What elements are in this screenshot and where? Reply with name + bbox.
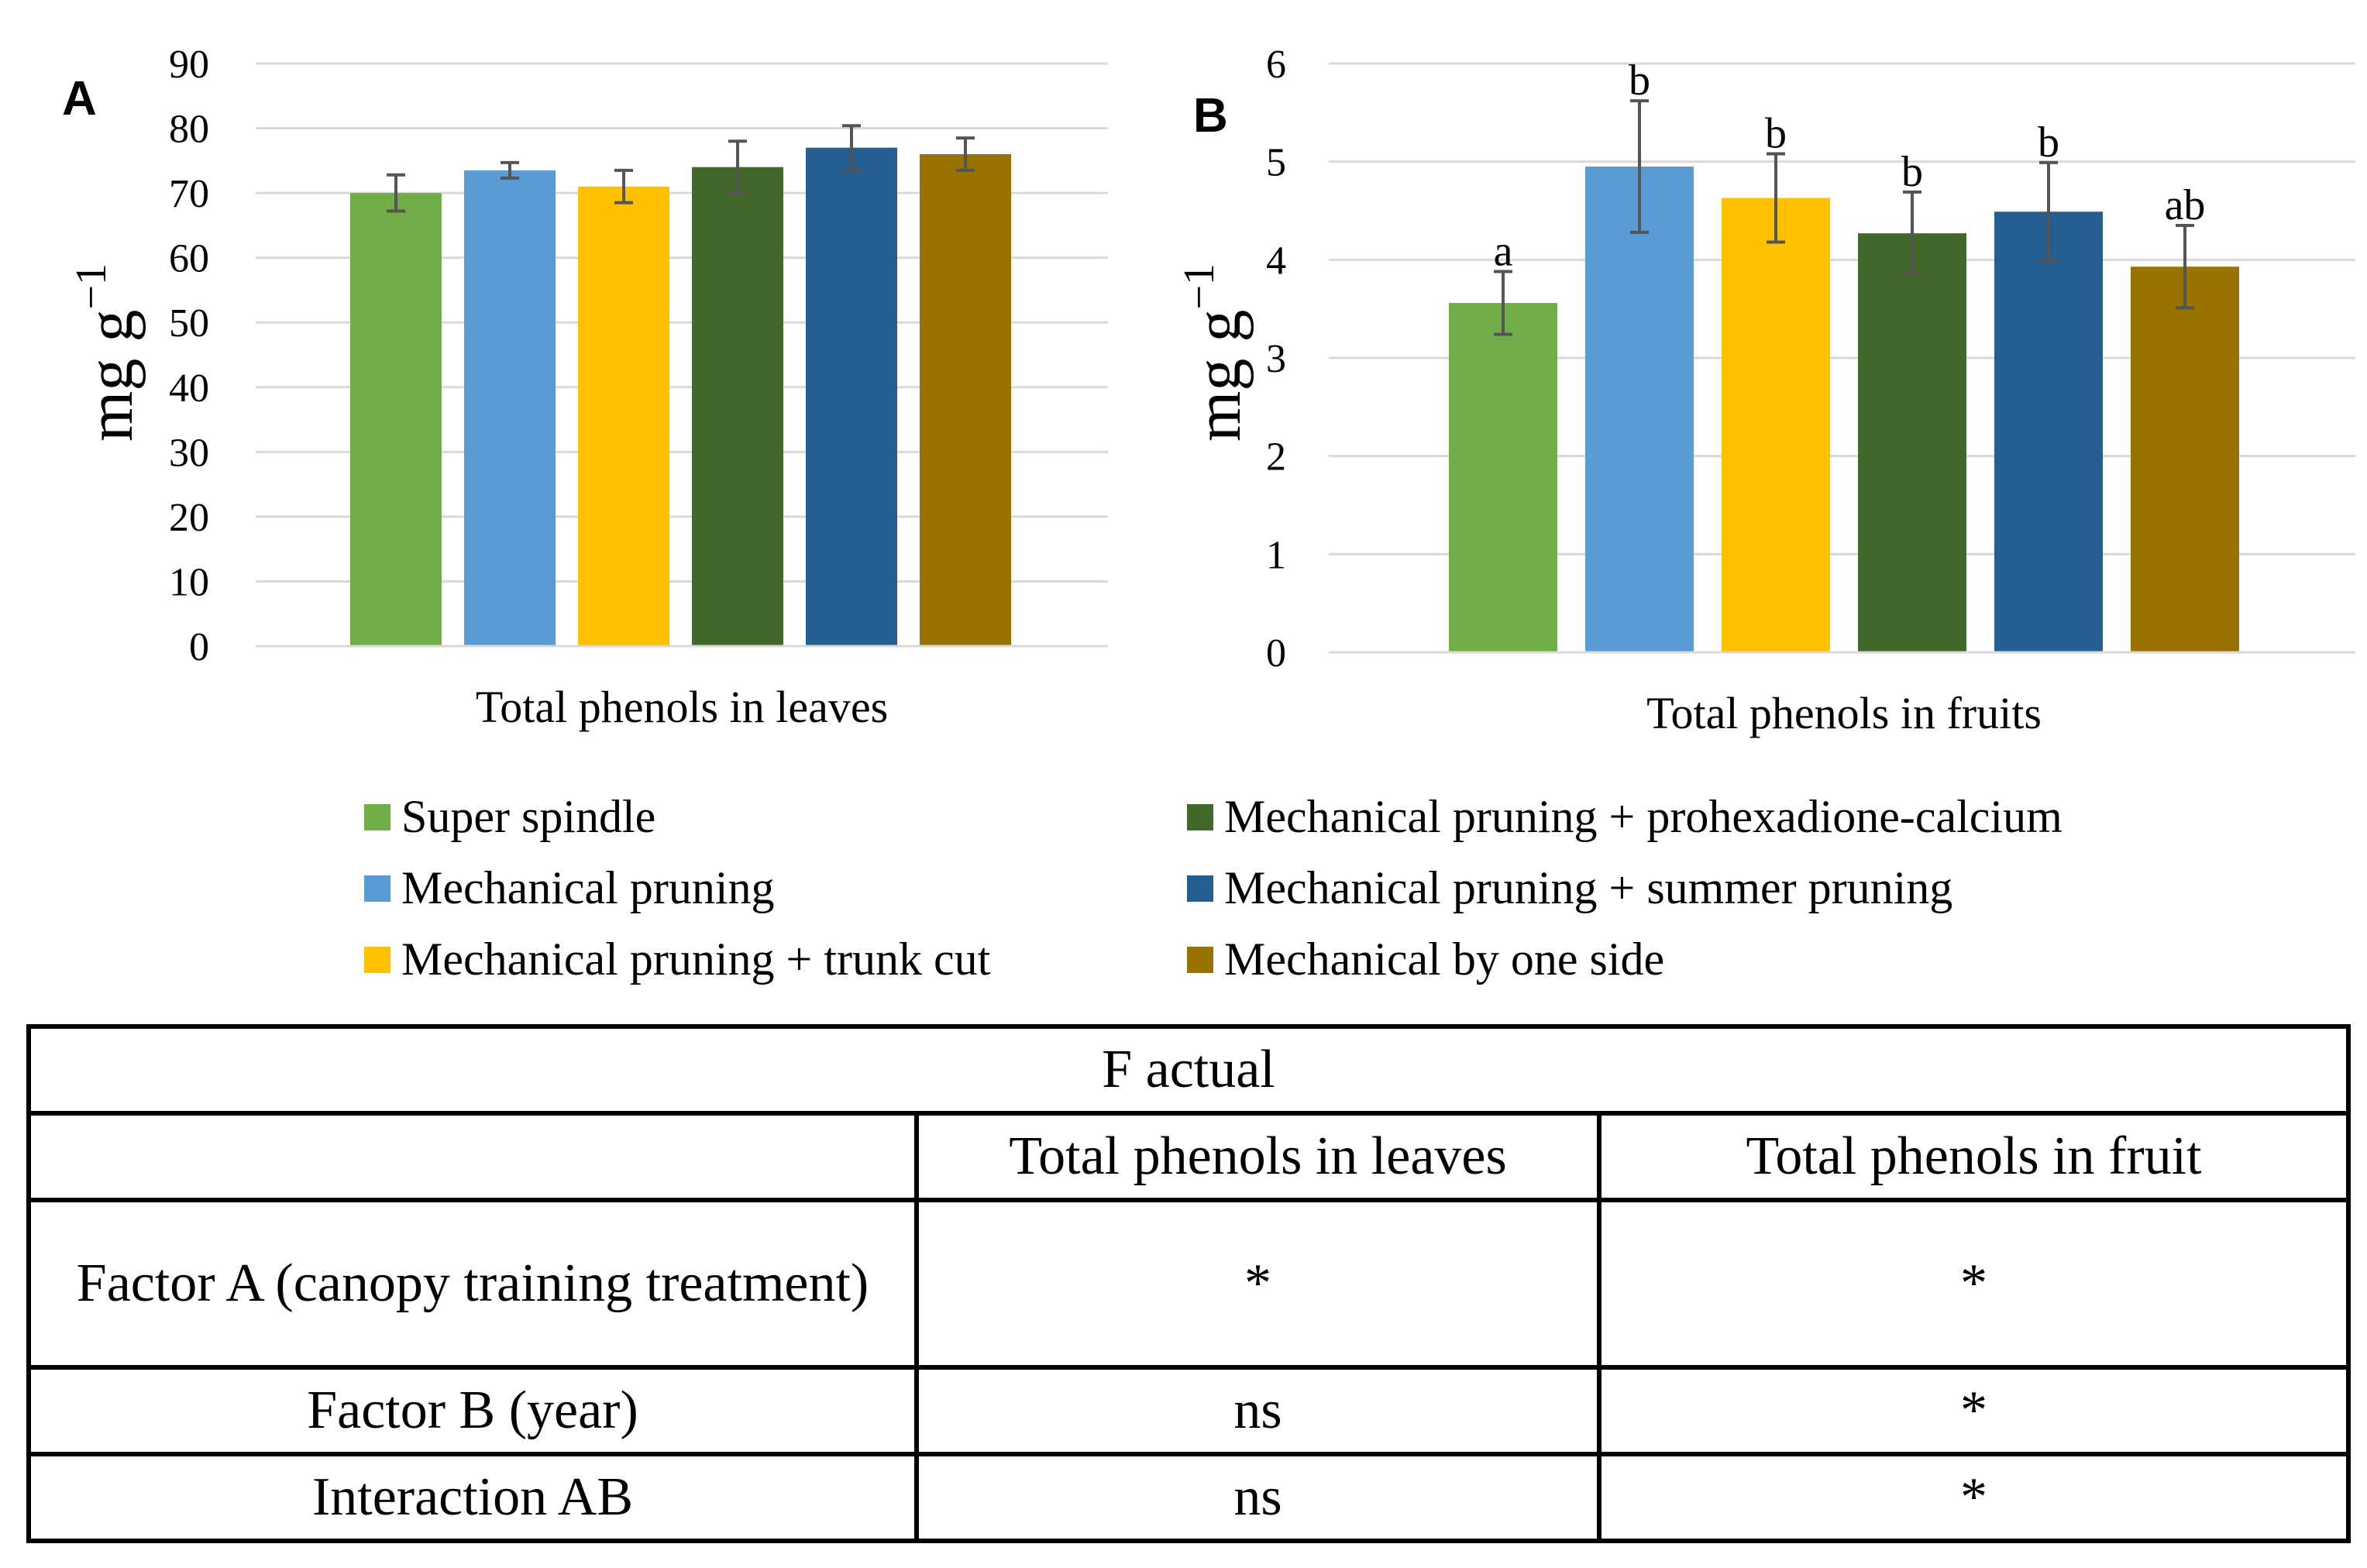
legend-label: Mechanical pruning + prohexadione-calciu… — [1224, 791, 2063, 842]
significance-letter: b — [1901, 148, 1923, 196]
x-category-label: Total phenols in fruits — [1646, 688, 2042, 738]
table-cell: ns — [914, 1452, 1602, 1543]
y-tick-label: 50 — [169, 301, 209, 346]
y-tick-label: 2 — [1266, 435, 1286, 480]
y-axis-label: mg g−1 — [67, 263, 146, 442]
table-cell: * — [1597, 1198, 2351, 1370]
table-row-label: Interaction AB — [26, 1452, 919, 1543]
bar — [692, 167, 783, 646]
bar — [464, 170, 556, 646]
legend-item-super-spindle: Super spindle — [364, 790, 655, 844]
y-tick-label: 0 — [1266, 631, 1286, 676]
panel-letter: B — [1193, 89, 1228, 143]
panel-letter: A — [62, 72, 97, 126]
y-tick-label: 90 — [169, 43, 209, 87]
bar — [806, 147, 897, 647]
y-tick-label: 20 — [169, 496, 209, 540]
table-header-leaves: Total phenols in leaves — [914, 1111, 1602, 1202]
y-axis-label: mg g−1 — [1175, 263, 1254, 442]
significance-letter: b — [2038, 119, 2059, 167]
legend-item-summer-pruning: Mechanical pruning + summer pruning — [1187, 861, 1952, 915]
y-tick-label: 70 — [169, 172, 209, 216]
y-tick-label: 80 — [169, 108, 209, 152]
y-tick-label: 1 — [1266, 533, 1286, 577]
legend-swatch — [364, 875, 390, 902]
legend-item-mechanical-pruning: Mechanical pruning — [364, 861, 775, 915]
y-tick-label: 40 — [169, 366, 209, 411]
bar — [1858, 233, 1966, 653]
bar — [1722, 198, 1830, 653]
table-header-fruit: Total phenols in fruit — [1597, 1111, 2351, 1202]
significance-letter: a — [1494, 228, 1513, 276]
table-cell: * — [1597, 1452, 2351, 1543]
bar — [2131, 266, 2239, 652]
legend-item-prohexadione: Mechanical pruning + prohexadione-calciu… — [1187, 790, 2063, 844]
legend-label: Mechanical pruning + summer pruning — [1224, 862, 1953, 913]
bar — [1449, 303, 1557, 652]
y-tick-label: 60 — [169, 237, 209, 281]
table-row-label: Factor B (year) — [26, 1365, 919, 1456]
legend-swatch — [1187, 875, 1213, 902]
table-cell: * — [914, 1198, 1602, 1370]
y-tick-label: 0 — [189, 625, 209, 669]
bar — [1585, 167, 1694, 652]
y-tick-label: 3 — [1266, 337, 1286, 381]
y-tick-label: 10 — [169, 560, 209, 604]
anova-table: F actual Total phenols in leaves Total p… — [26, 1024, 2351, 1543]
legend-label: Mechanical pruning — [401, 862, 775, 913]
y-tick-label: 4 — [1266, 239, 1286, 283]
bar — [578, 186, 669, 646]
legend-item-one-side: Mechanical by one side — [1187, 933, 1664, 986]
table-header-empty — [26, 1111, 919, 1202]
table-cell: ns — [914, 1365, 1602, 1456]
table-row-label: Factor A (canopy training treatment) — [26, 1198, 919, 1370]
bar — [350, 193, 442, 647]
bar — [1994, 211, 2103, 652]
legend-swatch — [364, 946, 390, 973]
legend: Super spindle Mechanical pruning Mechani… — [364, 790, 2301, 1015]
legend-swatch — [1187, 946, 1213, 973]
y-tick-label: 30 — [169, 431, 209, 475]
legend-label: Mechanical pruning + trunk cut — [401, 934, 991, 985]
x-category-label: Total phenols in leaves — [476, 682, 888, 732]
legend-label: Mechanical by one side — [1224, 934, 1665, 985]
bar — [920, 153, 1011, 646]
significance-letter: ab — [2165, 181, 2206, 229]
y-tick-label: 5 — [1266, 141, 1286, 185]
legend-label: Super spindle — [401, 791, 656, 842]
table-cell: * — [1597, 1365, 2351, 1456]
table-title: F actual — [26, 1024, 2351, 1116]
significance-letter: b — [1629, 57, 1650, 105]
significance-letter: b — [1765, 110, 1787, 158]
legend-item-trunk-cut: Mechanical pruning + trunk cut — [364, 933, 990, 986]
y-tick-label: 6 — [1266, 43, 1286, 87]
legend-swatch — [1187, 803, 1213, 830]
legend-swatch — [364, 803, 390, 830]
